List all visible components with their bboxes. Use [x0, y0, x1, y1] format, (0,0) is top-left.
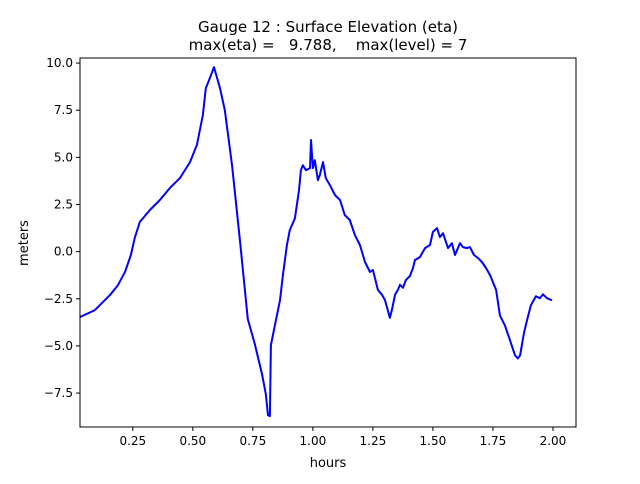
y-tick-label: 10.0 — [46, 56, 73, 70]
y-tick-label: 5.0 — [54, 150, 73, 164]
x-tick-label: 1.50 — [420, 434, 447, 448]
y-tick-label: −5.0 — [44, 339, 73, 353]
x-tick-label: 1.00 — [300, 434, 327, 448]
x-axis-ticks: 0.25 0.50 0.75 1.00 1.25 1.50 1.75 2.00 — [119, 427, 566, 448]
y-axis-label: meters — [17, 220, 32, 266]
x-tick-label: 1.25 — [360, 434, 387, 448]
x-tick-label: 2.00 — [540, 434, 567, 448]
y-tick-label: 7.5 — [54, 103, 73, 117]
x-tick-label: 1.75 — [480, 434, 507, 448]
series-line-eta — [79, 66, 553, 418]
y-tick-label: 2.5 — [54, 198, 73, 212]
plot-frame — [79, 57, 577, 428]
x-axis-label: hours — [310, 456, 347, 471]
chart-subtitle: max(eta) = 9.788, max(level) = 7 — [189, 36, 468, 54]
x-tick-label: 0.50 — [179, 434, 206, 448]
x-tick-label: 0.75 — [239, 434, 266, 448]
y-axis-ticks: −7.5 −5.0 −2.5 0.0 2.5 5.0 7.5 10.0 — [44, 56, 80, 400]
y-tick-label: 0.0 — [54, 245, 73, 259]
y-tick-label: −2.5 — [44, 292, 73, 306]
series-lines — [79, 66, 553, 418]
x-tick-label: 0.25 — [119, 434, 146, 448]
chart-title: Gauge 12 : Surface Elevation (eta) — [198, 18, 458, 36]
y-tick-label: −7.5 — [44, 386, 73, 400]
